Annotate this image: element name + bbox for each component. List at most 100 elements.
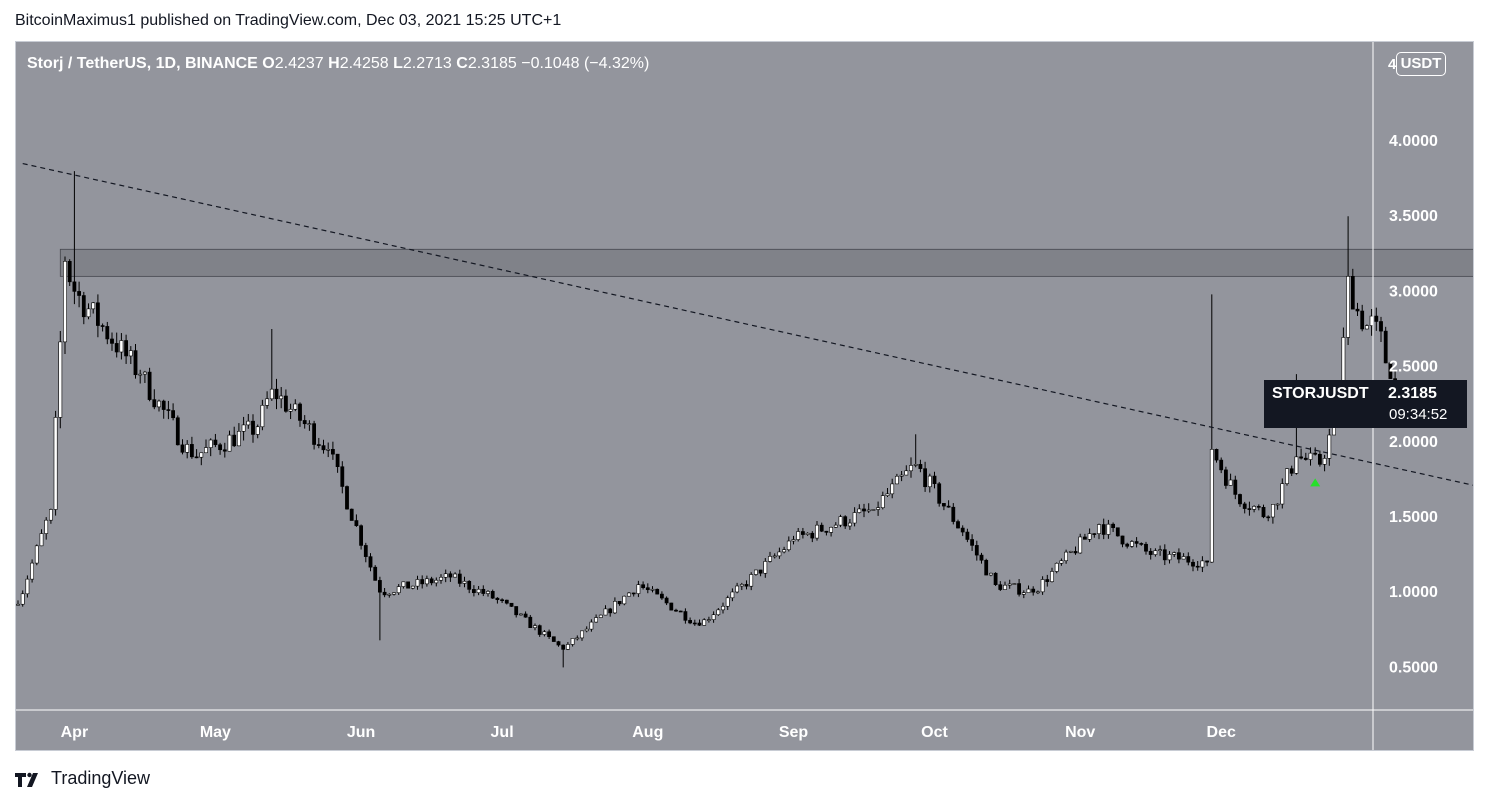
- candle-body: [594, 617, 599, 623]
- publish-attribution: BitcoinMaximus1 published on TradingView…: [15, 12, 562, 29]
- candle-body: [678, 610, 683, 613]
- candle-body: [283, 395, 288, 412]
- candle-body: [753, 569, 758, 575]
- candle-body: [1294, 456, 1299, 474]
- candle-body: [1083, 536, 1087, 540]
- candle-body: [1130, 541, 1134, 547]
- price-tick-label: 3.0000: [1389, 283, 1438, 300]
- candle-body: [843, 516, 848, 527]
- candle-body: [664, 597, 669, 604]
- time-tick-label: Jul: [491, 724, 514, 741]
- candle-body: [1068, 551, 1073, 553]
- candle-body: [1021, 592, 1026, 595]
- candle-body: [363, 545, 368, 557]
- candle-body: [993, 572, 998, 585]
- candle-body: [222, 449, 227, 452]
- candle-body: [998, 584, 1003, 590]
- candle-body: [815, 524, 819, 539]
- candle-body: [1177, 552, 1181, 560]
- candle-body: [786, 540, 791, 551]
- tradingview-logo[interactable]: TradingView: [15, 768, 150, 789]
- candle-body: [1242, 503, 1247, 509]
- candle-body: [354, 520, 359, 526]
- candle-body: [655, 588, 660, 595]
- candle-body: [824, 530, 829, 533]
- candle-body: [800, 531, 805, 535]
- candle-body: [190, 444, 194, 458]
- candle-body: [185, 444, 190, 453]
- symbol-name: Storj / TetherUS, 1D, BINANCE: [27, 55, 258, 72]
- candle-body: [25, 578, 30, 595]
- candle-body: [157, 400, 161, 408]
- price-tick-label: 2.5000: [1389, 359, 1438, 376]
- candle-body: [1289, 468, 1294, 474]
- candle-body: [988, 572, 993, 576]
- candle-body: [716, 609, 721, 616]
- candle-body: [885, 493, 890, 496]
- time-tick-label: Aug: [632, 724, 663, 741]
- candle-body: [443, 573, 448, 578]
- candle-body: [387, 593, 392, 596]
- time-tick-label: May: [200, 724, 231, 741]
- candle-body: [1139, 543, 1144, 545]
- candle-body: [894, 475, 899, 485]
- candle-body: [1209, 449, 1214, 563]
- candle-body: [1365, 325, 1369, 330]
- candle-body: [114, 343, 119, 353]
- candle-body: [1238, 494, 1242, 505]
- candle-body: [1322, 458, 1327, 465]
- breakout-marker: [1310, 478, 1321, 487]
- candle-body: [335, 453, 340, 468]
- candle-body: [453, 573, 458, 578]
- candle-body: [368, 556, 373, 568]
- candle-body: [1035, 591, 1040, 594]
- price-tag-price: 2.3185: [1388, 385, 1437, 402]
- candle-body: [838, 516, 843, 526]
- candle-body: [1012, 583, 1017, 585]
- close-value: 2.3185: [467, 55, 517, 72]
- candle-body: [1153, 550, 1158, 555]
- candle-body: [128, 350, 133, 357]
- chart-canvas[interactable]: 4.0000 3.5000 3.0000 2.5000 2.0000 1.5000 1.00…: [16, 42, 1473, 750]
- candle-body: [772, 555, 777, 558]
- candle-body: [232, 434, 237, 447]
- candle-body: [509, 602, 514, 607]
- currency-button[interactable]: USDT: [1396, 52, 1446, 76]
- candle-body: [852, 512, 857, 524]
- candle-body: [603, 608, 608, 616]
- candle-body: [307, 423, 312, 425]
- candle-body: [1233, 479, 1238, 495]
- high-label: H: [328, 55, 340, 72]
- candle-body: [533, 625, 537, 629]
- candle-body: [213, 439, 218, 446]
- candle-body: [782, 549, 787, 553]
- candle-body: [1327, 434, 1332, 459]
- resistance-zone: [59, 248, 1473, 277]
- candle-body: [467, 580, 472, 590]
- candle-body: [448, 573, 453, 578]
- candle-body: [495, 597, 500, 601]
- candle-body: [1313, 452, 1318, 455]
- candle-body: [504, 599, 509, 604]
- candle-body: [406, 581, 411, 589]
- candle-body: [1120, 535, 1125, 545]
- candle-body: [810, 532, 815, 539]
- candle-body: [730, 591, 735, 599]
- candle-body: [1383, 330, 1388, 364]
- candle-body: [744, 584, 749, 587]
- price-tick-label: 3.5000: [1389, 208, 1438, 225]
- candle-body: [143, 371, 147, 375]
- candle-body: [819, 524, 824, 532]
- candle-body: [1059, 560, 1064, 564]
- candle-body: [1374, 315, 1379, 322]
- candle-body: [862, 508, 866, 512]
- candle-body: [645, 587, 650, 591]
- chart-panel[interactable]: 4.0000 3.5000 3.0000 2.5000 2.0000 1.5000 1.00…: [15, 41, 1474, 751]
- price-tick-label: 4.0000: [1389, 133, 1438, 150]
- candle-body: [575, 637, 580, 640]
- candle-body: [30, 562, 35, 580]
- candle-body: [345, 486, 349, 510]
- candle-body: [77, 291, 82, 296]
- candle-body: [909, 465, 913, 472]
- candle-body: [302, 420, 307, 425]
